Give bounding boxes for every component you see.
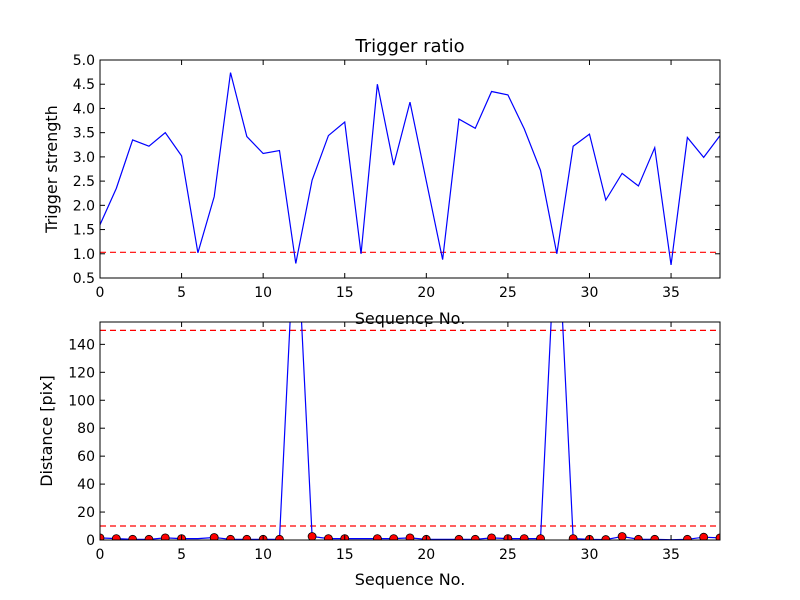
distance-data-point (275, 534, 284, 540)
distance-data-point (568, 534, 578, 540)
distance-data-point (650, 534, 660, 540)
distance-data-point (634, 534, 643, 540)
distance-y-tick-label: 60 (77, 449, 95, 465)
distance-data-point (324, 534, 333, 540)
trigger-y-tick-label: 4.5 (73, 77, 95, 93)
trigger-y-tick-label: 1.5 (73, 223, 95, 239)
distance-data-point (536, 534, 545, 540)
trigger-y-tick-label: 2.5 (73, 174, 95, 190)
distance-y-axis-label: Distance [pix] (37, 375, 56, 487)
trigger-plot-area (100, 72, 720, 266)
distance-data-point (519, 534, 529, 540)
distance-data-point (699, 532, 709, 540)
distance-y-tick-label: 120 (68, 365, 95, 381)
distance-data-point (226, 534, 235, 540)
trigger-x-ticks: 0 5 10 15 20 25 30 35 (96, 60, 680, 301)
distance-data-point (307, 532, 317, 540)
trigger-x-axis-label: Sequence No. (355, 309, 466, 328)
distance-x-axis-label: Sequence No. (355, 570, 466, 589)
distance-y-tick-label: 40 (77, 477, 95, 493)
distance-plot-area (100, 322, 720, 540)
distance-data-point (128, 534, 138, 540)
trigger-y-tick-label: 4.0 (73, 101, 95, 117)
distance-x-tick-label: 5 (177, 547, 186, 563)
distance-y-tick-label: 0 (86, 533, 95, 549)
distance-data-point (470, 534, 480, 540)
trigger-series-line (100, 72, 720, 266)
trigger-y-ticks: 0.5 1.0 1.5 2.0 2.5 3.0 3.5 4.0 4.5 5.0 (73, 53, 720, 287)
distance-x-tick-label: 35 (662, 547, 680, 563)
distance-x-tick-label: 15 (336, 547, 354, 563)
distance-y-tick-label: 20 (77, 505, 95, 521)
distance-x-tick-label: 10 (254, 547, 272, 563)
chart-title: Trigger ratio (354, 36, 464, 57)
distance-data-point (617, 532, 627, 540)
distance-data-point (242, 534, 252, 540)
trigger-axes-frame (99, 59, 721, 279)
trigger-y-tick-label: 1.0 (73, 247, 95, 263)
trigger-x-tick-label: 20 (417, 285, 435, 301)
trigger-y-tick-label: 0.5 (73, 271, 95, 287)
trigger-x-tick-label: 5 (177, 285, 186, 301)
trigger-x-tick-label: 35 (662, 285, 680, 301)
distance-data-point (111, 534, 121, 540)
distance-data-point (100, 533, 105, 540)
trigger-x-tick-label: 0 (96, 285, 105, 301)
trigger-y-tick-label: 2.0 (73, 198, 95, 214)
distance-data-point (372, 534, 382, 540)
distance-data-point (160, 533, 170, 540)
distance-axes-frame (99, 321, 721, 541)
trigger-y-tick-label: 3.5 (73, 126, 95, 142)
trigger-y-axis-label: Trigger strength (42, 105, 61, 234)
distance-x-tick-label: 0 (96, 547, 105, 563)
trigger-y-tick-label: 5.0 (73, 53, 95, 69)
distance-y-tick-label: 80 (77, 421, 95, 437)
distance-y-tick-label: 140 (68, 337, 95, 353)
trigger-ratio-panel: Trigger ratio 0 5 10 15 20 25 30 35 0.5 1.0 1.5 2.… (42, 36, 721, 328)
trigger-y-tick-label: 3.0 (73, 150, 95, 166)
distance-data-point (405, 533, 415, 540)
trigger-x-tick-label: 25 (499, 285, 517, 301)
distance-data-point (454, 534, 464, 540)
distance-panel: 0 5 10 15 20 25 30 35 0 20 40 60 80 100 120 140 Sequen… (37, 321, 721, 589)
distance-series-line (100, 322, 720, 540)
distance-x-tick-label: 20 (417, 547, 435, 563)
distance-x-tick-label: 30 (581, 547, 599, 563)
distance-data-point (209, 533, 219, 540)
trigger-x-tick-label: 15 (336, 285, 354, 301)
trigger-x-tick-label: 30 (581, 285, 599, 301)
trigger-x-tick-label: 10 (254, 285, 272, 301)
distance-data-point (144, 534, 154, 540)
distance-y-tick-label: 100 (68, 393, 95, 409)
distance-data-point (715, 533, 720, 540)
distance-x-ticks: 0 5 10 15 20 25 30 35 (96, 322, 680, 563)
distance-data-point (389, 534, 399, 540)
distance-data-point (487, 533, 496, 540)
distance-y-ticks: 0 20 40 60 80 100 120 140 (68, 337, 720, 549)
distance-data-point (682, 534, 692, 540)
distance-x-tick-label: 25 (499, 547, 517, 563)
